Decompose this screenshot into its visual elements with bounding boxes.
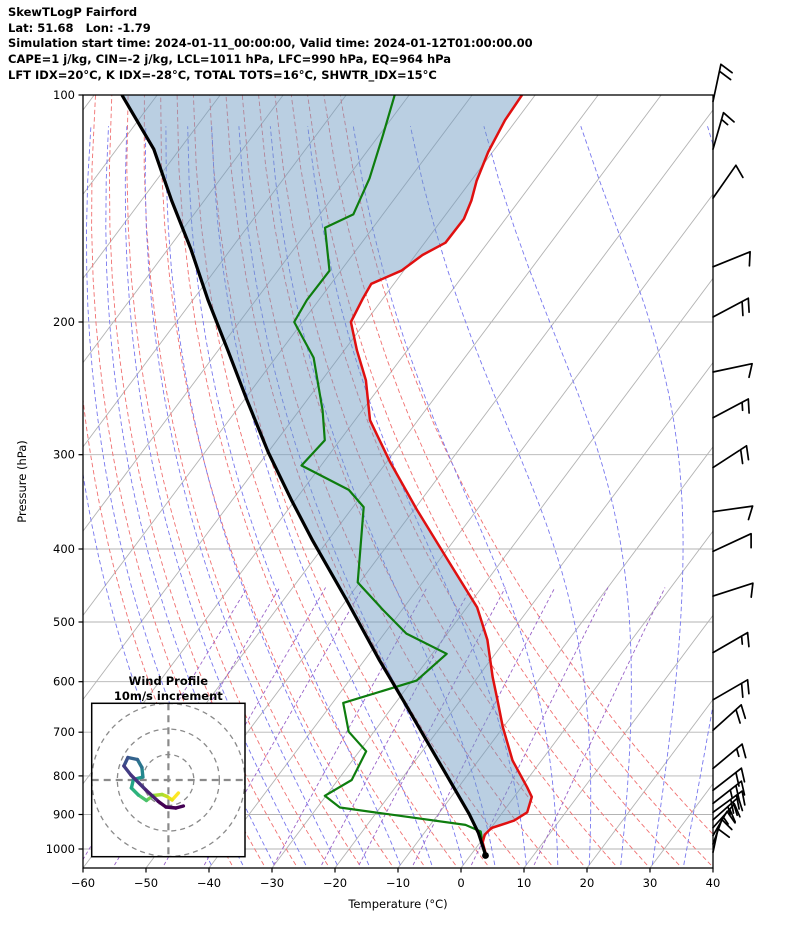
- wind-barb: [712, 362, 753, 379]
- dewpoint-curve: [293, 95, 486, 854]
- svg-text:100: 100: [53, 88, 75, 102]
- hodograph-title: Wind Profile: [129, 674, 209, 688]
- svg-text:30: 30: [643, 876, 658, 890]
- svg-text:−30: −30: [260, 876, 284, 890]
- svg-text:−50: −50: [134, 876, 158, 890]
- wind-barb: [712, 631, 750, 654]
- temperature-curve: [349, 95, 534, 854]
- svg-text:−60: −60: [71, 876, 95, 890]
- parcel-curve: [120, 95, 488, 857]
- svg-text:500: 500: [53, 615, 75, 629]
- moist-adiabat-lines: [83, 126, 713, 866]
- svg-text:700: 700: [53, 725, 75, 739]
- hodograph-subtitle: 10m/s increment: [114, 689, 223, 703]
- svg-text:−20: −20: [323, 876, 347, 890]
- chart-title: SkewTLogP Fairford: [8, 5, 138, 19]
- wind-barb: [712, 164, 744, 199]
- svg-text:1000: 1000: [46, 842, 75, 856]
- hodograph-trace: [122, 755, 186, 810]
- wind-barb: [712, 767, 746, 792]
- wind-barb: [712, 704, 747, 732]
- surface-point-marker: [482, 852, 489, 859]
- index-line: LFT IDX=20°C, K IDX=-28°C, TOTAL TOTS=16…: [8, 67, 437, 82]
- svg-text:900: 900: [53, 808, 75, 822]
- wind-barb: [712, 827, 731, 854]
- wind-barb: [712, 63, 733, 103]
- y-axis-label: Pressure (hPa): [15, 440, 29, 523]
- wind-barb: [712, 582, 754, 598]
- time-line: Simulation start time: 2024-01-11_00:00:…: [8, 36, 533, 51]
- wind-barb: [712, 111, 735, 151]
- wind-barb: [712, 796, 744, 821]
- svg-text:−40: −40: [197, 876, 221, 890]
- wind-barb: [712, 444, 750, 469]
- parcel-temperature-shading: [121, 95, 532, 856]
- wind-barb: [712, 678, 750, 701]
- wind-barb: [712, 780, 746, 805]
- svg-text:800: 800: [53, 769, 75, 783]
- svg-text:600: 600: [53, 675, 75, 689]
- svg-text:0: 0: [457, 876, 464, 890]
- wind-barb: [712, 297, 750, 318]
- svg-text:40: 40: [706, 876, 721, 890]
- x-tick-labels: −60 −50 −40 −30 −20 −10 0 10 20 30 40: [71, 876, 720, 890]
- svg-text:20: 20: [580, 876, 595, 890]
- chart-header: SkewTLogP Fairford Lat: 51.68 Lon: -1.79…: [8, 5, 533, 84]
- wind-barb: [712, 743, 747, 770]
- axes-spines: [78, 94, 714, 873]
- wind-barb: [712, 790, 746, 814]
- wind-barb: [712, 532, 752, 553]
- cape-line: CAPE=1 j/kg, CIN=-2 j/kg, LCL=1011 hPa, …: [8, 52, 452, 67]
- svg-text:400: 400: [53, 542, 75, 556]
- svg-text:300: 300: [53, 448, 75, 462]
- y-tick-labels: 100 200 300 400 500 600 700 800 900 1000: [46, 88, 75, 856]
- svg-text:10: 10: [517, 876, 532, 890]
- wind-barb: [712, 250, 751, 268]
- location-line: Lat: 51.68 Lon: -1.79: [8, 20, 151, 35]
- wind-barb: [712, 505, 754, 521]
- svg-text:200: 200: [53, 315, 75, 329]
- wind-barb: [712, 398, 750, 419]
- svg-text:−10: −10: [386, 876, 410, 890]
- wind-barbs: [712, 63, 754, 854]
- x-axis-label: Temperature (°C): [347, 897, 447, 911]
